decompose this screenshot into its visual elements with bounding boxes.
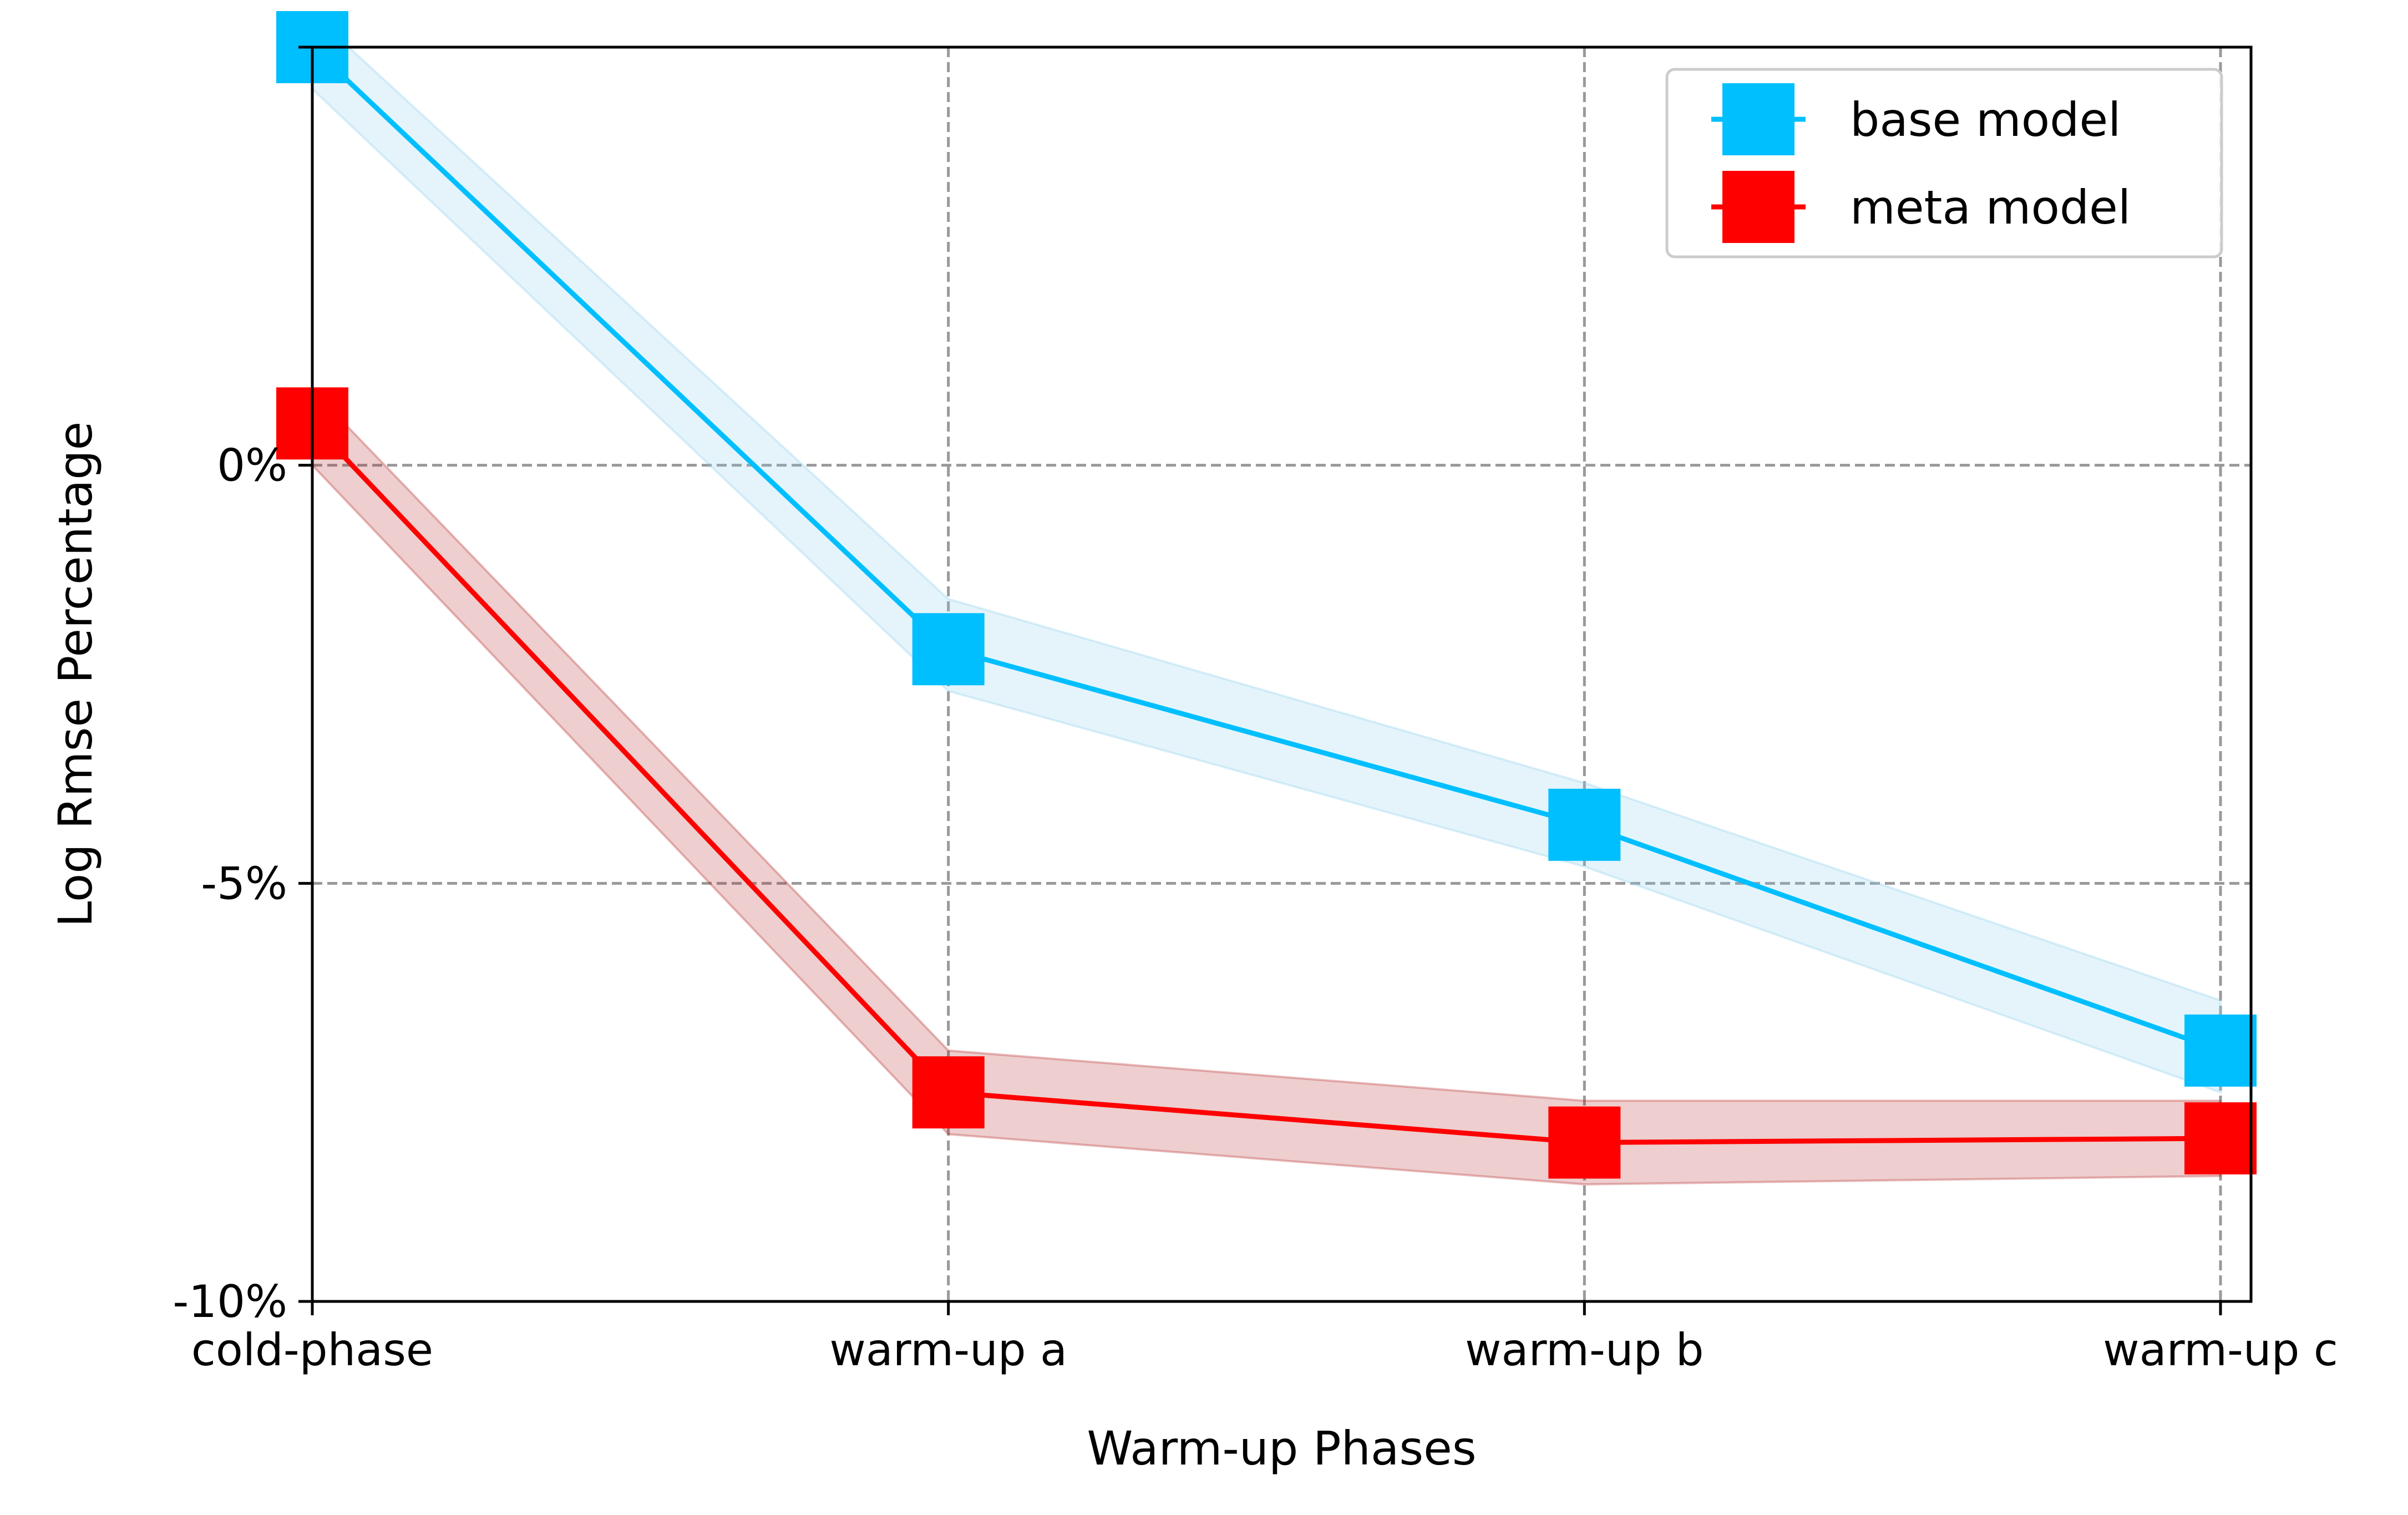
x-axis-label: Warm-up Phases [1087, 1421, 1476, 1476]
x-tick-label: warm-up b [1465, 1324, 1704, 1376]
data-point [2184, 1014, 2257, 1087]
legend-label: meta model [1850, 180, 2131, 235]
data-point [1548, 1106, 1621, 1179]
legend-marker [1722, 83, 1794, 155]
y-axis-ticks: 0% -5% -10% [173, 45, 312, 1327]
x-tick-label: cold-phase [191, 1324, 433, 1376]
data-point [1548, 788, 1621, 861]
series-markers [276, 11, 2257, 1179]
y-tick-label: 0% [217, 440, 287, 492]
series-lines [310, 45, 2222, 1146]
legend-label: base model [1850, 93, 2121, 147]
x-axis-ticks: cold-phase warm-up a warm-up b warm-up c [191, 1301, 2338, 1376]
data-point [912, 1056, 985, 1129]
legend: base model meta model [1665, 68, 2223, 259]
data-point [2184, 1102, 2257, 1175]
legend-marker [1722, 171, 1794, 243]
y-tick-label: -5% [201, 858, 287, 909]
series-line [310, 422, 2221, 1146]
series-line [310, 45, 2222, 1053]
plot-frame [311, 45, 2253, 1303]
y-tick-label: -10% [173, 1276, 287, 1327]
data-point [912, 613, 985, 686]
x-tick-label: warm-up a [829, 1324, 1067, 1376]
confidence-band [311, 387, 2222, 1185]
y-axis-label: Log Rmse Percentage [48, 422, 103, 928]
legend-box [1665, 68, 2223, 259]
x-tick-label: warm-up c [2103, 1324, 2338, 1376]
